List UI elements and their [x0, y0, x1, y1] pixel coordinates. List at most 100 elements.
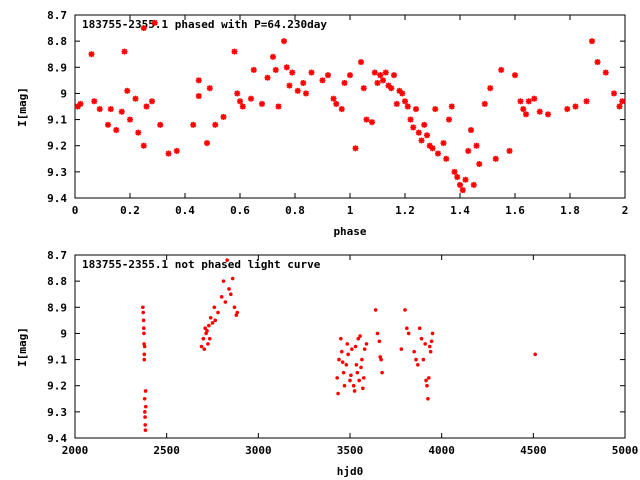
data-point: [142, 396, 147, 401]
data-point: [572, 103, 579, 110]
data-point: [351, 383, 356, 388]
x-tick-label-phased: 0.2: [120, 204, 140, 217]
data-point: [348, 378, 352, 383]
data-point: [294, 87, 301, 94]
data-point: [545, 111, 551, 118]
data-point: [202, 347, 207, 351]
x-tick-label-unphased: 3000: [245, 444, 272, 457]
data-point: [239, 103, 246, 110]
data-points-phased: [74, 19, 626, 194]
data-point: [234, 90, 241, 97]
x-tick-label-unphased: 4500: [520, 444, 547, 457]
plot-frame-unphased: [74, 254, 626, 439]
data-point: [141, 310, 145, 315]
data-point: [96, 106, 103, 113]
data-point: [355, 370, 360, 375]
data-point: [418, 137, 425, 144]
data-point: [421, 357, 426, 362]
chart-title-unphased: 183755-2355.1 not phased light curve: [82, 258, 321, 271]
data-point: [195, 93, 202, 100]
data-point: [424, 378, 428, 383]
chart-unphased: 183755-2355.1 not phased light curve hjd…: [16, 249, 638, 478]
data-point: [141, 305, 145, 310]
x-tick-label-phased: 0.4: [175, 204, 195, 217]
y-tick-label-phased: 8.7: [47, 9, 67, 22]
data-point: [216, 310, 220, 315]
data-point: [142, 352, 147, 357]
data-point: [337, 357, 341, 362]
data-point: [346, 352, 350, 357]
data-point: [407, 116, 414, 123]
data-point: [468, 127, 474, 134]
data-point: [281, 38, 287, 45]
data-point: [143, 428, 148, 432]
data-point: [533, 352, 537, 357]
data-point: [356, 336, 361, 341]
axis-ticks-phased: 0 0.2 0.4 0.6 0.8 1 1.2 1.4 1.6 1.8 2 8.7 8.8 8.9 9 9.1…: [47, 9, 628, 217]
data-point: [124, 87, 131, 94]
data-point: [358, 59, 364, 66]
data-point: [564, 106, 571, 113]
data-point: [446, 116, 452, 123]
data-point: [364, 342, 369, 346]
data-point: [421, 121, 428, 128]
data-point: [272, 66, 279, 73]
data-point: [230, 276, 235, 281]
y-tick-label-unphased: 8.8: [47, 275, 67, 288]
data-point: [427, 376, 431, 380]
data-point: [207, 323, 211, 328]
data-point: [602, 69, 609, 76]
data-point: [205, 329, 209, 333]
data-point: [141, 326, 146, 331]
data-point: [143, 389, 148, 393]
data-point: [432, 106, 439, 113]
data-point: [283, 64, 290, 71]
x-tick-label-unphased: 2000: [62, 444, 89, 457]
data-point: [382, 69, 389, 76]
data-point: [589, 38, 595, 45]
data-points-unphased: [141, 258, 537, 432]
y-tick-label-unphased: 9.3: [47, 406, 67, 419]
data-point: [88, 51, 95, 58]
data-point: [379, 357, 383, 362]
data-point: [388, 85, 395, 92]
data-point: [359, 365, 363, 370]
x-tick-label-phased: 0.6: [230, 204, 250, 217]
data-point: [308, 69, 315, 76]
data-point: [611, 90, 617, 97]
y-axis-label-phased: I[mag]: [16, 87, 29, 127]
data-point: [358, 334, 362, 338]
data-point: [173, 147, 180, 154]
data-point: [435, 150, 441, 157]
data-point: [352, 389, 357, 393]
data-point: [199, 344, 204, 349]
data-point: [229, 292, 233, 297]
data-point: [403, 308, 407, 312]
data-point: [165, 150, 172, 157]
data-point: [448, 103, 455, 110]
data-point: [319, 77, 326, 84]
data-point: [536, 108, 543, 115]
data-point: [338, 106, 345, 113]
data-point: [206, 85, 213, 92]
data-point: [377, 72, 384, 79]
data-point: [325, 72, 331, 79]
data-point: [118, 108, 125, 115]
data-point: [250, 66, 257, 73]
y-tick-label-phased: 9: [60, 87, 67, 100]
y-tick-label-unphased: 9.4: [47, 432, 67, 445]
data-point: [506, 147, 513, 154]
y-tick-label-phased: 9.3: [47, 166, 67, 179]
data-point: [487, 85, 494, 92]
data-point: [235, 310, 240, 315]
data-point: [289, 69, 296, 76]
data-point: [213, 318, 218, 323]
data-point: [429, 145, 436, 152]
data-point: [417, 326, 422, 331]
data-point: [375, 331, 380, 336]
data-point: [339, 336, 343, 341]
y-tick-label-unphased: 8.9: [47, 301, 67, 314]
data-point: [523, 111, 529, 118]
x-tick-label-phased: 0: [72, 204, 79, 217]
y-tick-label-unphased: 9: [60, 327, 67, 340]
